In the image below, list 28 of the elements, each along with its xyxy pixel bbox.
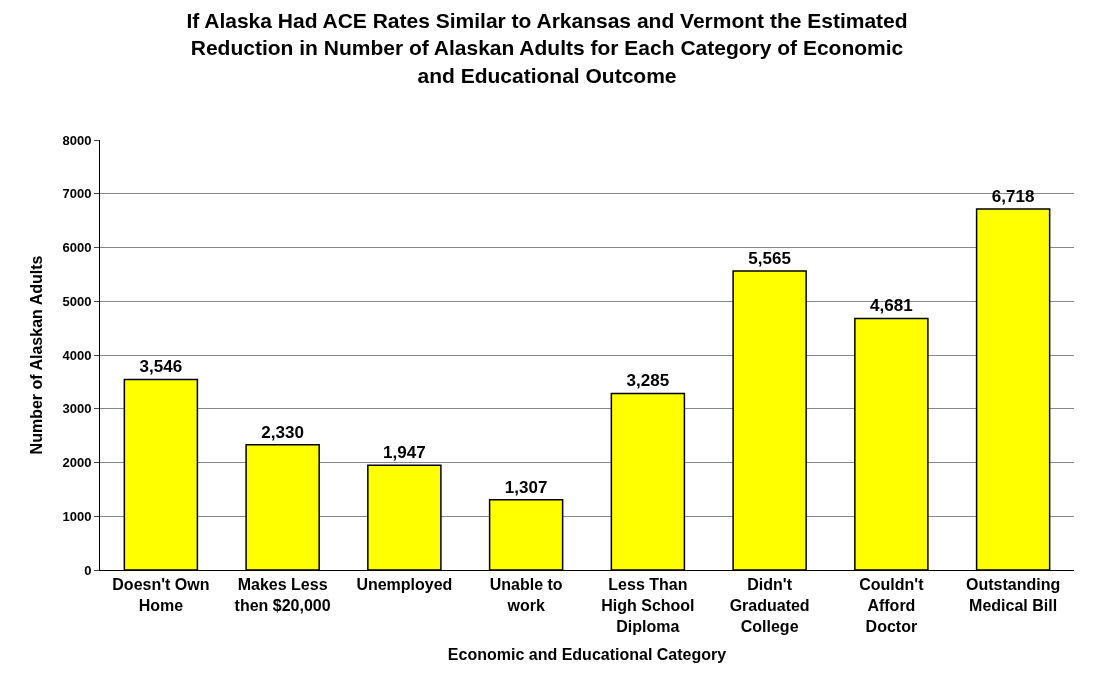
- chart-title: If Alaska Had ACE Rates Similar to Arkansas and Vermont the Estimated Reduction in Number of Alaskan Adults for Each Category of Economic and Educational Outcome: [186, 9, 908, 87]
- y-tick-label: 3000: [62, 401, 92, 417]
- y-tick-label: 1000: [62, 508, 92, 524]
- data-label: 3,285: [626, 371, 670, 391]
- y-tick-label: 6000: [62, 240, 92, 256]
- x-tick-label: Couldn't Afford Doctor: [859, 576, 925, 635]
- x-tick-label: Outstanding Medical Bill: [966, 576, 1061, 614]
- data-label: 3,546: [139, 357, 183, 377]
- x-tick-label: Unable to work: [489, 576, 563, 614]
- y-axis-title: Number of Alaskan Adults: [28, 255, 46, 455]
- x-axis-title: Economic and Educational Category: [447, 646, 727, 664]
- x-tick-label: Makes Less then $20,000: [234, 576, 331, 614]
- y-tick-label: 8000: [62, 132, 92, 148]
- data-label: 6,718: [991, 186, 1035, 206]
- x-tick-label: Doesn't Own Home: [112, 576, 210, 614]
- x-tick-label: Less Than High School Diploma: [601, 576, 695, 635]
- y-tick-label: 2000: [62, 455, 92, 471]
- data-label: 1,307: [504, 477, 548, 497]
- y-tick-label: 4000: [62, 347, 92, 363]
- y-tick-label: 5000: [62, 293, 92, 309]
- data-label: 4,681: [870, 296, 913, 316]
- x-tick-label: Unemployed: [356, 576, 453, 594]
- data-label: 1,947: [383, 443, 426, 463]
- data-label: 2,330: [261, 422, 304, 442]
- y-tick-label: 7000: [62, 186, 92, 202]
- y-tick-label: 0: [84, 562, 92, 578]
- data-label: 5,565: [748, 248, 791, 268]
- x-tick-label: Didn't Graduated College: [729, 576, 810, 635]
